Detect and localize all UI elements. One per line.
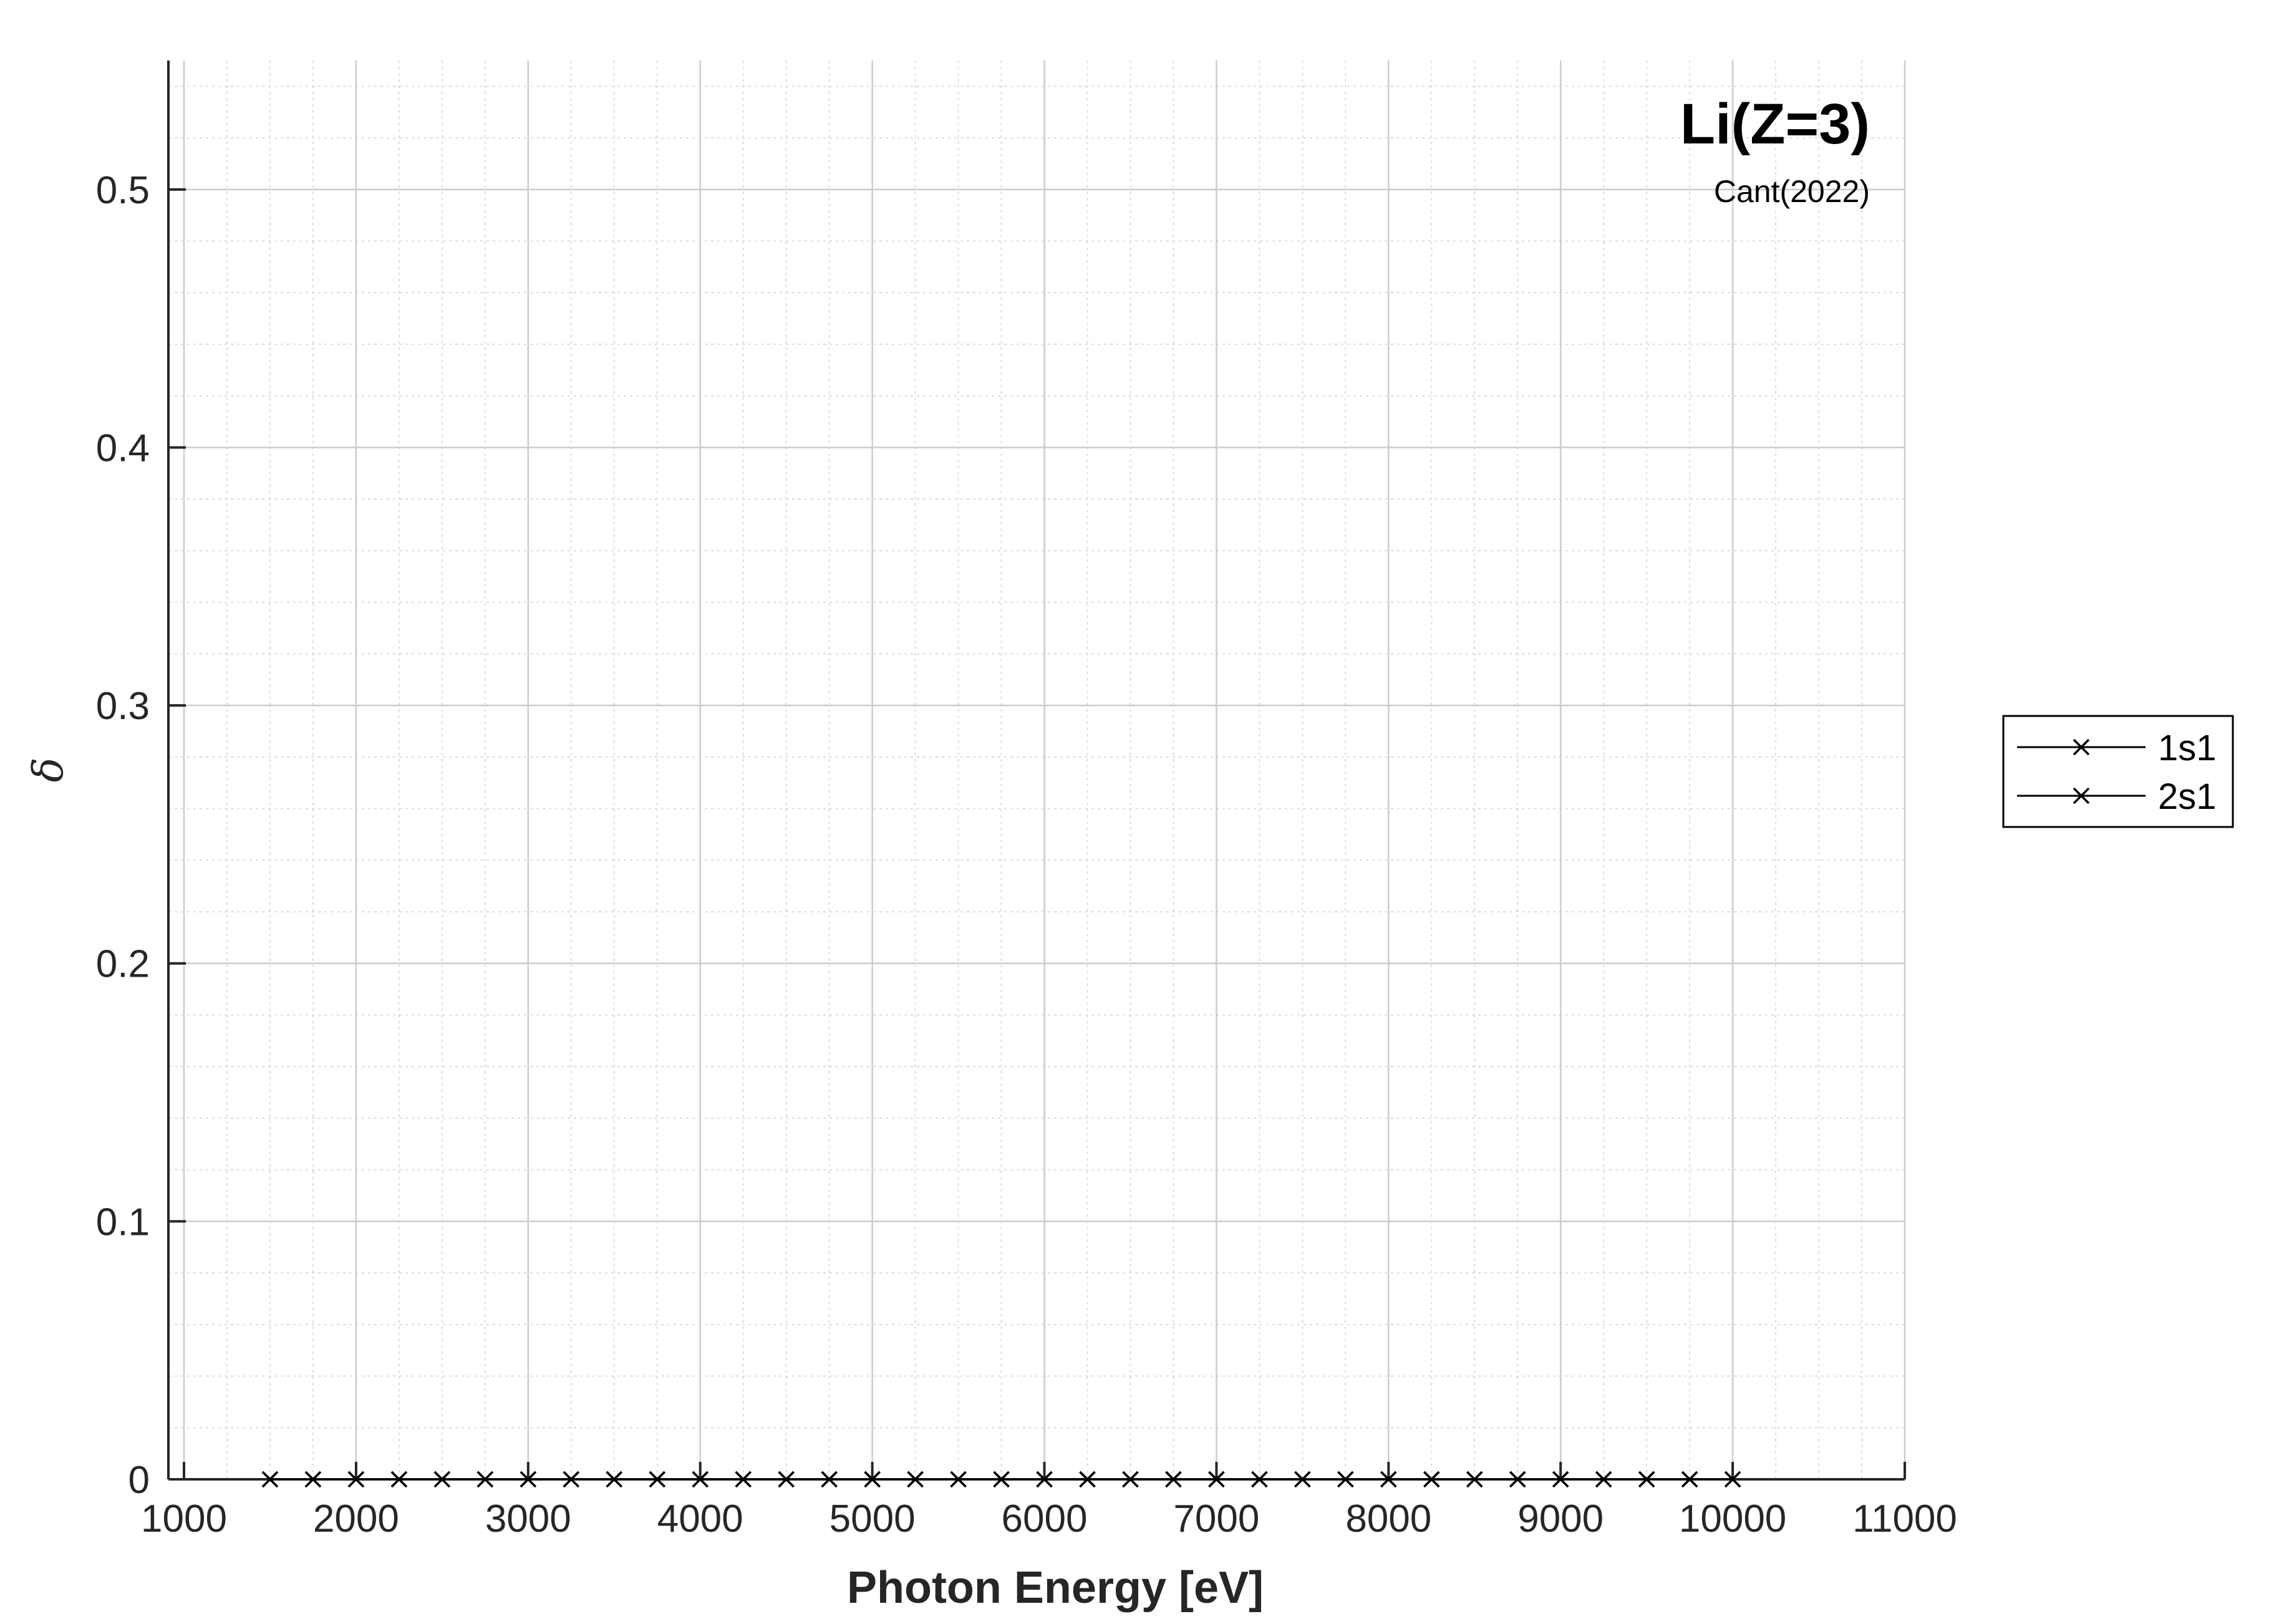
legend-marker-icon xyxy=(2073,787,2090,805)
data-point xyxy=(1036,1471,1053,1488)
data-point xyxy=(1251,1471,1268,1488)
data-point xyxy=(1638,1471,1655,1488)
data-point xyxy=(261,1471,279,1488)
data-point xyxy=(304,1471,322,1488)
x-tick-label: 4000 xyxy=(657,1497,743,1540)
data-point xyxy=(477,1471,494,1488)
data-point xyxy=(606,1471,622,1488)
data-point xyxy=(1337,1471,1354,1488)
minor-grid xyxy=(168,60,1905,1479)
x-tick-label: 5000 xyxy=(830,1497,916,1540)
y-tick-label: 0 xyxy=(128,1459,150,1502)
data-point xyxy=(735,1471,752,1488)
x-tick-label: 1000 xyxy=(141,1497,227,1540)
data-point xyxy=(821,1471,838,1488)
data-point xyxy=(520,1471,537,1488)
data-point xyxy=(1724,1471,1741,1488)
data-point xyxy=(563,1471,580,1488)
y-tick-label: 0.3 xyxy=(96,685,150,728)
x-tick-label: 11000 xyxy=(1852,1497,1957,1540)
data-point xyxy=(1466,1471,1483,1488)
data-point xyxy=(1681,1471,1698,1488)
data-point xyxy=(433,1471,451,1488)
data-point xyxy=(1595,1471,1612,1488)
legend-box xyxy=(2002,715,2234,828)
axes-background xyxy=(168,60,1905,1479)
data-point xyxy=(864,1471,881,1488)
data-point xyxy=(1509,1471,1526,1488)
y-tick-label: 0.5 xyxy=(96,169,150,212)
legend-label: 2s1 xyxy=(2158,776,2217,817)
y-tick-label: 0.4 xyxy=(96,427,150,470)
x-tick-label: 10000 xyxy=(1679,1497,1786,1540)
data-point xyxy=(649,1471,665,1488)
x-tick-label: 2000 xyxy=(313,1497,399,1540)
x-tick-label: 7000 xyxy=(1173,1497,1259,1540)
chart-title: Li(Z=3) xyxy=(1680,92,1870,156)
legend-entry-2s1: 2s1 xyxy=(2017,776,2217,817)
legend-label: 1s1 xyxy=(2158,728,2217,768)
chart-subtitle: Cant(2022) xyxy=(1714,174,1870,209)
data-point xyxy=(1552,1471,1569,1488)
x-tick-label: 9000 xyxy=(1517,1497,1604,1540)
plot-area xyxy=(167,60,1906,1488)
y-tick-labels: 0 0.1 0.2 0.3 0.4 0.5 xyxy=(96,169,150,1502)
data-point xyxy=(907,1471,924,1488)
major-grid xyxy=(168,60,1906,1481)
data-point xyxy=(347,1471,365,1488)
legend-entry-1s1: 1s1 xyxy=(2017,728,2217,768)
data-point xyxy=(1165,1471,1182,1488)
x-tick-label: 3000 xyxy=(485,1497,571,1540)
x-tick-labels: 1000 2000 3000 4000 5000 6000 7000 8000 9000 1000… xyxy=(141,1497,1957,1540)
y-tick-label: 0.1 xyxy=(96,1201,150,1244)
data-point xyxy=(1294,1471,1311,1488)
data-point xyxy=(1423,1471,1440,1488)
data-point xyxy=(692,1471,709,1488)
x-tick-label: 8000 xyxy=(1345,1497,1431,1540)
data-point xyxy=(778,1471,795,1488)
data-point xyxy=(1122,1471,1139,1488)
data-point xyxy=(390,1471,408,1488)
series-layer xyxy=(261,1471,1741,1488)
x-axis-title: Photon Energy [eV] xyxy=(847,1563,1264,1613)
data-point xyxy=(1380,1471,1397,1488)
data-point xyxy=(1208,1471,1225,1488)
data-point xyxy=(1079,1471,1096,1488)
y-axis-title: δ xyxy=(24,758,72,783)
series-2s1 xyxy=(261,1471,1741,1488)
data-point xyxy=(950,1471,967,1488)
x-tick-label: 6000 xyxy=(1002,1497,1088,1540)
legend-marker-icon xyxy=(2073,738,2090,756)
data-point xyxy=(993,1471,1010,1488)
y-tick-label: 0.2 xyxy=(96,943,150,986)
